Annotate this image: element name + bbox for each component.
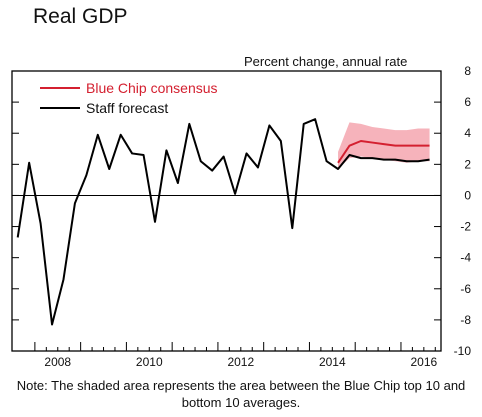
y-tick-label: -2 [460, 220, 471, 234]
plot-frame [11, 70, 442, 352]
x-axis: 2008 2010 2012 2014 2016 [34, 342, 438, 369]
legend-label: Staff forecast [86, 100, 168, 116]
series-layer [16, 118, 430, 326]
y-tick-label: -10 [454, 344, 472, 358]
x-tick-label: 2016 [410, 355, 437, 369]
y-tick-label: -6 [460, 282, 471, 296]
x-tick-label: 2010 [136, 355, 163, 369]
y-tick-label: -4 [460, 251, 471, 265]
legend: Blue Chip consensus Staff forecast [40, 80, 218, 116]
x-tick-label: 2008 [44, 355, 71, 369]
legend-label: Blue Chip consensus [86, 80, 218, 96]
y-tick-label: 2 [464, 157, 471, 171]
y-tick-label: 0 [464, 188, 471, 202]
x-tick-label: 2012 [227, 355, 254, 369]
y-tick-label: 6 [464, 95, 471, 109]
y-tick-label: 8 [464, 64, 471, 78]
staff-forecast-line [16, 118, 430, 326]
y-tick-label: 4 [464, 126, 471, 140]
band-layer [338, 122, 430, 169]
blue-chip-range-band [338, 122, 430, 169]
chart-title: Real GDP [33, 5, 128, 28]
blue-chip-consensus-line [337, 140, 430, 164]
units-label: Percent change, annual rate [244, 54, 408, 69]
chart-note: Note: The shaded area represents the are… [16, 378, 466, 410]
y-tick-label: -8 [460, 313, 471, 327]
y-axis: 8 6 4 2 0 -2 -4 -6 -8 -10 [12, 64, 471, 358]
x-tick-label: 2014 [319, 355, 346, 369]
